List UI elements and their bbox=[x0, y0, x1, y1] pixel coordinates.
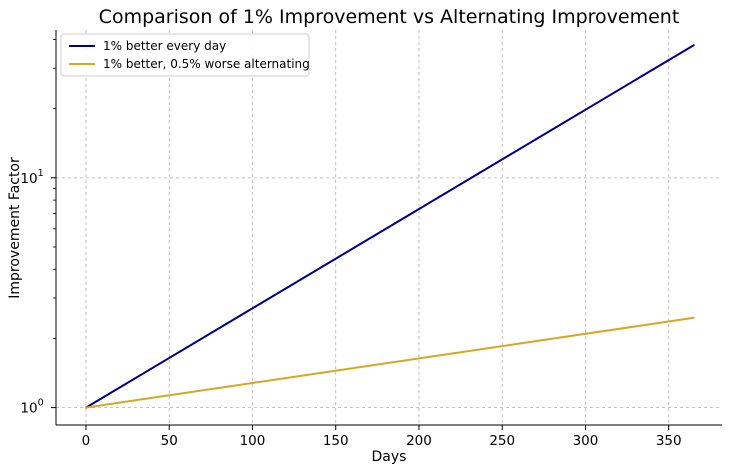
x-tick-label: 350 bbox=[656, 433, 682, 449]
x-tick-label: 250 bbox=[489, 433, 515, 449]
legend-label-1pct-daily: 1% better every day bbox=[103, 39, 226, 53]
series-line-1pct-daily bbox=[84, 44, 695, 409]
x-tick-label: 200 bbox=[406, 433, 432, 449]
grid bbox=[56, 30, 722, 425]
legend-box bbox=[60, 33, 310, 77]
x-ticks: 0 50 100 150 200 250 300 350 bbox=[82, 425, 682, 449]
plot-area bbox=[84, 44, 695, 409]
x-tick-label: 0 bbox=[82, 433, 91, 449]
y-ticks: 100 101 bbox=[20, 168, 56, 417]
chart-title: Comparison of 1% Improvement vs Alternat… bbox=[99, 6, 680, 28]
x-tick-label: 50 bbox=[161, 433, 178, 449]
y-axis-label: Improvement Factor bbox=[7, 157, 23, 299]
y-tick-label: 101 bbox=[20, 168, 43, 187]
y-tick-label: 100 bbox=[20, 398, 43, 417]
x-axis-label: Days bbox=[372, 449, 407, 465]
axes bbox=[55, 30, 722, 426]
x-tick-label: 300 bbox=[573, 433, 599, 449]
x-tick-label: 100 bbox=[240, 433, 266, 449]
legend-label-alternating: 1% better, 0.5% worse alternating bbox=[103, 57, 310, 71]
series-line-alternating bbox=[84, 316, 695, 409]
x-tick-label: 150 bbox=[323, 433, 349, 449]
legend: 1% better every day 1% better, 0.5% wors… bbox=[60, 33, 310, 77]
